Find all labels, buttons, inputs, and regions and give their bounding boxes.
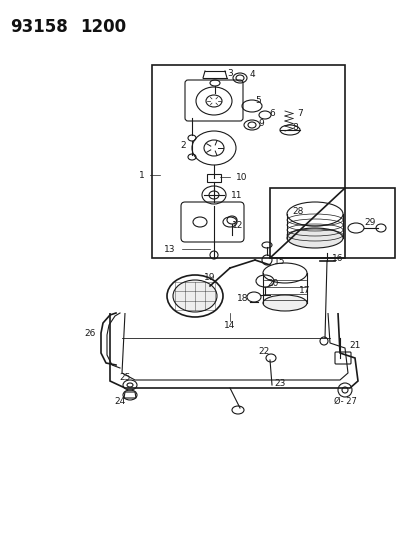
Text: 8: 8 xyxy=(292,123,297,132)
Text: Ø- 27: Ø- 27 xyxy=(333,397,356,406)
Text: 1200: 1200 xyxy=(80,18,126,36)
Text: 24: 24 xyxy=(114,397,125,406)
Text: 12: 12 xyxy=(232,221,243,230)
Text: 20: 20 xyxy=(267,279,278,287)
Ellipse shape xyxy=(173,280,216,312)
Text: 13: 13 xyxy=(164,245,176,254)
Text: 15: 15 xyxy=(273,256,285,265)
Text: 93158: 93158 xyxy=(10,18,68,36)
Text: 3: 3 xyxy=(227,69,232,77)
Text: 19: 19 xyxy=(204,272,215,281)
Text: 6: 6 xyxy=(268,109,274,117)
Text: 26: 26 xyxy=(84,328,95,337)
Text: 28: 28 xyxy=(292,206,303,215)
Text: 22: 22 xyxy=(258,346,269,356)
Text: 17: 17 xyxy=(299,286,310,295)
Text: 16: 16 xyxy=(332,254,343,262)
Ellipse shape xyxy=(286,228,342,248)
Text: 5: 5 xyxy=(254,95,260,104)
Text: 11: 11 xyxy=(231,190,242,199)
Text: 10: 10 xyxy=(236,173,247,182)
Text: 4: 4 xyxy=(249,69,254,78)
Text: 23: 23 xyxy=(274,378,285,387)
Ellipse shape xyxy=(262,295,306,311)
Text: 7: 7 xyxy=(297,109,302,117)
Text: 9: 9 xyxy=(257,118,263,127)
Text: 25: 25 xyxy=(119,373,131,382)
Text: 29: 29 xyxy=(363,217,375,227)
Text: 18: 18 xyxy=(237,294,248,303)
Text: 1: 1 xyxy=(139,171,145,180)
Text: 14: 14 xyxy=(224,320,235,329)
Text: 2: 2 xyxy=(180,141,185,149)
Text: 21: 21 xyxy=(349,341,360,350)
